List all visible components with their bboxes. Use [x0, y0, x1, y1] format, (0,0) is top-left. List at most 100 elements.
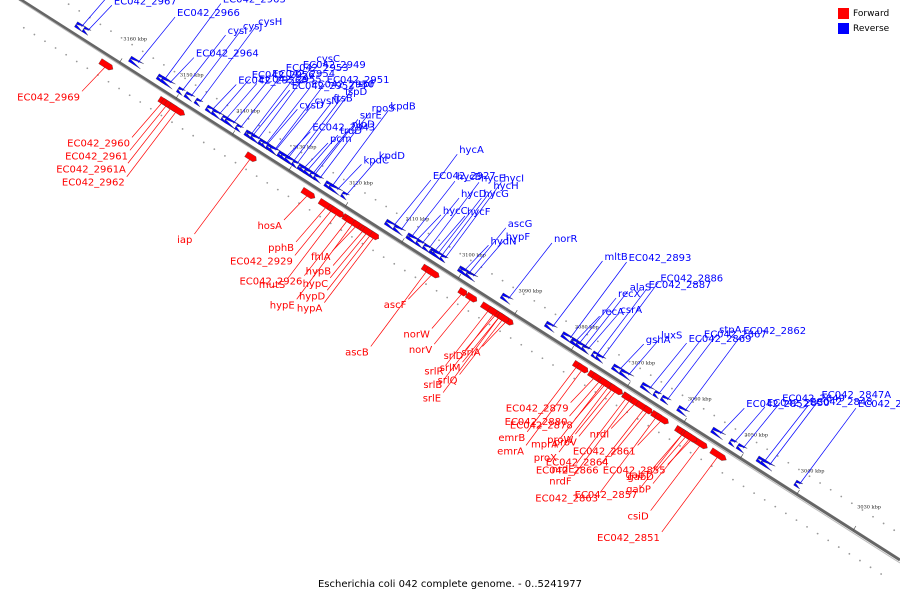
track-dot: [565, 320, 567, 323]
track-dot: [882, 522, 885, 525]
kbp-tick-mark: [570, 345, 574, 351]
track-dot: [816, 532, 819, 535]
track-dot: [469, 259, 472, 262]
kbp-tick-mark: [457, 274, 462, 279]
track-dot: [78, 10, 81, 12]
track-dot: [573, 377, 576, 380]
reverse-gene-block: [312, 173, 324, 184]
gene-label: norR: [554, 234, 578, 245]
forward-gene-block: [167, 102, 185, 116]
leader-line: [303, 142, 329, 169]
track-dot: [501, 279, 504, 282]
track-dot: [700, 458, 703, 461]
leader-line: [181, 34, 226, 91]
track-dot: [162, 63, 165, 66]
track-dot: [763, 498, 766, 501]
reverse-gene-block: [618, 368, 635, 382]
leader-line: [131, 101, 163, 138]
gene-label: kpdD: [379, 151, 405, 162]
leader-line: [658, 338, 703, 395]
track-dot: [522, 293, 525, 296]
gene-label: EC042_2864: [546, 458, 609, 469]
track-dot: [128, 94, 131, 97]
leader-line: [650, 444, 701, 511]
gene-label: EC042_2966: [177, 8, 240, 19]
leader-line: [576, 397, 627, 464]
leader-line: [296, 223, 354, 300]
track-dot: [848, 552, 851, 555]
leader-line: [314, 119, 359, 176]
track-dot: [491, 273, 493, 275]
gene-label: EC042_2964: [196, 49, 259, 60]
reverse-gene-block: [183, 91, 196, 102]
track-dot: [671, 387, 673, 390]
gene-label: EC042_2880: [505, 417, 568, 428]
gene-label: ascB: [345, 347, 369, 358]
gene-label: EC042_2949: [303, 60, 366, 71]
track-dot: [215, 97, 218, 100]
leader-line: [628, 339, 660, 376]
leader-line: [218, 78, 251, 115]
leader-line: [462, 316, 500, 363]
gene-label: srlQ: [438, 376, 458, 387]
gene-label: hypC: [303, 279, 329, 290]
gene-label: EC042_2953: [286, 63, 349, 74]
reverse-gene-block: [759, 458, 776, 472]
leader-line: [445, 309, 490, 366]
track-dot: [837, 546, 840, 548]
track-dot: [660, 380, 663, 383]
gene-label: EC042_2955: [259, 74, 322, 85]
gene-label: EC042_2887: [649, 280, 712, 291]
track-dot: [808, 475, 811, 478]
gene-label: gabP: [626, 485, 651, 496]
track-dot: [266, 182, 269, 184]
reverse-gene-block: [392, 224, 406, 237]
track-dot: [583, 384, 586, 387]
forward-gene-block: [329, 205, 345, 218]
gene-label: EC042_2929: [230, 256, 293, 267]
track-dot: [512, 286, 515, 289]
forward-label: Forward: [853, 8, 890, 19]
leader-line: [569, 261, 627, 339]
track-dot: [827, 539, 830, 542]
kbp-tick-label: 3130 kbp: [293, 145, 317, 151]
gene-label: hycE: [481, 173, 505, 184]
reverse-gene-block: [543, 320, 558, 333]
track-dot: [869, 566, 872, 569]
track-dot: [692, 401, 694, 403]
leader-line: [441, 189, 492, 257]
leader-line: [126, 110, 177, 177]
track-dot: [459, 252, 462, 255]
leader-line: [393, 179, 432, 226]
kbp-tick-mark: [796, 489, 800, 495]
track-dot: [289, 144, 292, 147]
gene-label: iap: [177, 235, 192, 246]
forward-gene-block: [608, 383, 623, 396]
track-dot: [530, 350, 533, 353]
leader-line: [337, 164, 362, 190]
track-dot: [509, 337, 512, 339]
leader-line: [434, 215, 466, 252]
gene-label: EC042_2848: [810, 397, 873, 408]
gene-label: ispD: [345, 87, 367, 98]
leader-line: [570, 377, 595, 403]
track-dot: [488, 323, 491, 326]
track-dot: [181, 128, 184, 130]
leader-line: [319, 112, 370, 179]
track-dot: [393, 262, 396, 265]
leader-line: [569, 380, 601, 417]
reverse-gene-block: [676, 405, 690, 418]
track-dot: [276, 188, 279, 191]
kbp-tick-mark: [232, 130, 236, 135]
leader-line: [287, 102, 332, 159]
track-dot: [427, 232, 430, 235]
gene-label: hypD: [299, 291, 326, 302]
leader-line: [250, 68, 302, 135]
gene-label: EC042_2863: [535, 494, 598, 505]
track-dot: [364, 192, 366, 194]
leader-line: [578, 297, 617, 344]
gene-label: hydN: [490, 236, 516, 247]
kbp-tick-mark: [401, 238, 405, 243]
track-dot: [258, 124, 261, 127]
